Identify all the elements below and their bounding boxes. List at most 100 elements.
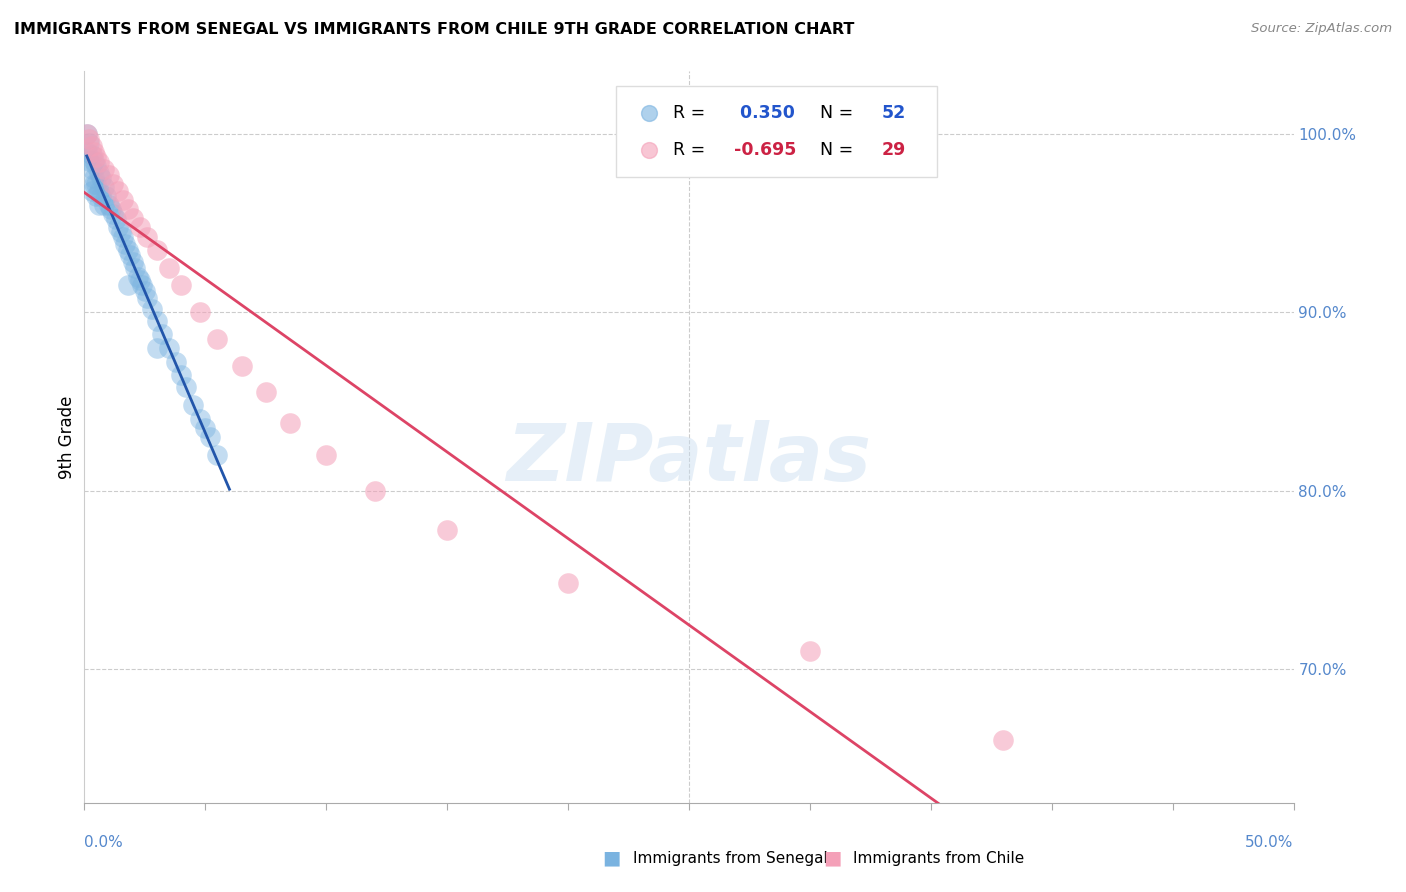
Text: 50.0%: 50.0%: [1246, 836, 1294, 850]
Point: [136, 230, 159, 244]
Point: [104, 212, 127, 227]
Point: [90, 171, 112, 186]
Point: [127, 269, 149, 284]
Text: ■: ■: [602, 848, 621, 868]
Point: [231, 359, 253, 373]
Point: [80, 139, 103, 153]
Point: [97, 168, 120, 182]
Point: [129, 219, 152, 234]
Point: [131, 278, 153, 293]
Point: [121, 255, 143, 269]
Point: [1202, 318, 1225, 332]
Text: 29: 29: [882, 141, 905, 159]
Point: [83, 153, 105, 168]
Point: [181, 398, 204, 412]
Point: [86, 150, 108, 164]
Point: [86, 159, 108, 173]
Point: [129, 273, 152, 287]
Point: [557, 576, 579, 591]
Point: [103, 207, 125, 221]
Point: [157, 260, 180, 275]
Text: N =: N =: [808, 104, 859, 122]
Point: [207, 448, 229, 462]
Point: [134, 284, 156, 298]
Text: R =: R =: [673, 104, 711, 122]
Point: [121, 211, 143, 225]
Point: [165, 355, 187, 369]
Point: [76, 145, 98, 159]
Text: ZIPatlas: ZIPatlas: [506, 420, 872, 498]
Point: [170, 278, 193, 293]
Point: [90, 189, 112, 203]
Point: [86, 189, 108, 203]
Point: [146, 243, 169, 257]
Point: [107, 219, 129, 234]
Point: [141, 301, 163, 316]
Point: [170, 368, 193, 382]
Point: [278, 416, 301, 430]
Point: [194, 421, 217, 435]
Point: [100, 202, 122, 216]
Point: [93, 162, 115, 177]
Point: [124, 260, 146, 275]
Point: [87, 166, 110, 180]
Point: [1202, 228, 1225, 243]
Point: [190, 305, 212, 319]
Point: [87, 198, 110, 212]
Point: [117, 202, 139, 216]
Text: 0.350: 0.350: [734, 104, 794, 122]
Point: [83, 171, 105, 186]
Point: [80, 162, 103, 177]
Point: [157, 341, 180, 355]
Point: [110, 225, 132, 239]
Text: ■: ■: [823, 848, 842, 868]
Point: [136, 291, 159, 305]
Point: [150, 326, 173, 341]
Text: Immigrants from Chile: Immigrants from Chile: [853, 851, 1025, 865]
Point: [86, 177, 108, 191]
Point: [112, 193, 135, 207]
Text: -0.695: -0.695: [734, 141, 796, 159]
Point: [174, 380, 197, 394]
Point: [112, 230, 135, 244]
Point: [117, 243, 139, 257]
Point: [993, 733, 1015, 747]
Point: [799, 644, 821, 658]
Text: 0.0%: 0.0%: [84, 836, 124, 850]
Text: Source: ZipAtlas.com: Source: ZipAtlas.com: [1251, 22, 1392, 36]
Point: [76, 127, 98, 141]
Point: [436, 523, 458, 537]
Point: [77, 153, 100, 168]
Point: [254, 385, 277, 400]
Point: [77, 136, 100, 150]
Text: N =: N =: [808, 141, 859, 159]
Point: [80, 148, 103, 162]
Point: [198, 430, 221, 444]
Text: R =: R =: [673, 141, 711, 159]
Point: [146, 314, 169, 328]
Point: [83, 177, 105, 191]
Point: [93, 180, 115, 194]
Point: [97, 198, 120, 212]
Point: [77, 132, 100, 146]
Text: 52: 52: [882, 104, 905, 122]
Point: [207, 332, 229, 346]
Point: [80, 184, 103, 198]
Point: [146, 341, 169, 355]
Point: [114, 237, 136, 252]
Point: [87, 155, 110, 169]
Point: [87, 184, 110, 198]
Point: [76, 127, 98, 141]
Point: [120, 248, 142, 262]
Point: [93, 198, 115, 212]
Point: [83, 145, 105, 159]
Point: [117, 278, 139, 293]
Point: [107, 184, 129, 198]
Text: Immigrants from Senegal: Immigrants from Senegal: [633, 851, 828, 865]
Y-axis label: 9th Grade: 9th Grade: [58, 395, 76, 479]
Point: [94, 189, 117, 203]
Point: [363, 483, 385, 498]
Text: IMMIGRANTS FROM SENEGAL VS IMMIGRANTS FROM CHILE 9TH GRADE CORRELATION CHART: IMMIGRANTS FROM SENEGAL VS IMMIGRANTS FR…: [14, 22, 855, 37]
Point: [190, 412, 212, 426]
FancyBboxPatch shape: [616, 86, 936, 178]
